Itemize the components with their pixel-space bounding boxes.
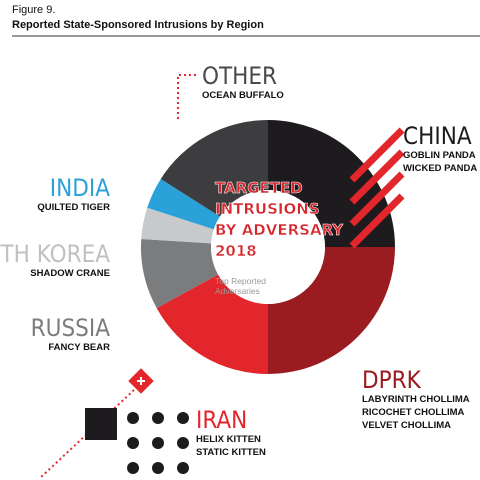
region-label: OTHER — [202, 62, 277, 90]
center-subtitle: Top Reported — [215, 276, 266, 286]
adversary-label: OCEAN BUFFALO — [202, 90, 284, 101]
donut-segment — [141, 239, 219, 309]
adversary-label: STATIC KITTEN — [196, 447, 266, 458]
adversary-label: QUILTED TIGER — [37, 202, 110, 213]
region-label: INDIA — [50, 174, 111, 202]
donut-segment — [141, 207, 214, 244]
region-label: DPRK — [362, 366, 422, 394]
donut-segment — [160, 120, 268, 217]
decoration — [39, 74, 405, 479]
adversary-label: WICKED PANDA — [403, 163, 477, 174]
center-title: INTRUSIONS — [215, 200, 320, 218]
center-title: TARGETED — [215, 179, 303, 197]
donut: TARGETED INTRUSIONS BY ADVERSARY 2018 Top Re… — [141, 120, 395, 374]
adversary-label: VELVET CHOLLIMA — [362, 420, 451, 431]
adversary-label: HELIX KITTEN — [196, 434, 261, 445]
region-label: RUSSIA — [31, 314, 111, 342]
adversary-label: RICOCHET CHOLLIMA — [362, 407, 465, 418]
adversary-label: LABYRINTH CHOLLIMA — [362, 394, 470, 405]
chart-title: Reported State-Sponsored Intrusions by R… — [12, 19, 264, 31]
center-subtitle: Adversaries — [215, 286, 260, 296]
region-label: SOUTH KOREA — [0, 240, 110, 268]
adversary-label: FANCY BEAR — [48, 342, 110, 353]
center-title: 2018 — [215, 242, 257, 260]
donut-hole — [211, 190, 325, 304]
donut-segment — [156, 274, 268, 374]
center-title: BY ADVERSARY — [215, 221, 344, 239]
donut-segment — [147, 178, 220, 230]
donut-segment — [268, 247, 395, 374]
figure-number: Figure 9. — [12, 4, 55, 16]
region-label: CHINA — [403, 122, 472, 150]
adversary-label: SHADOW CRANE — [30, 268, 110, 279]
adversary-label: GOBLIN PANDA — [403, 150, 476, 161]
region-label: IRAN — [196, 406, 247, 434]
